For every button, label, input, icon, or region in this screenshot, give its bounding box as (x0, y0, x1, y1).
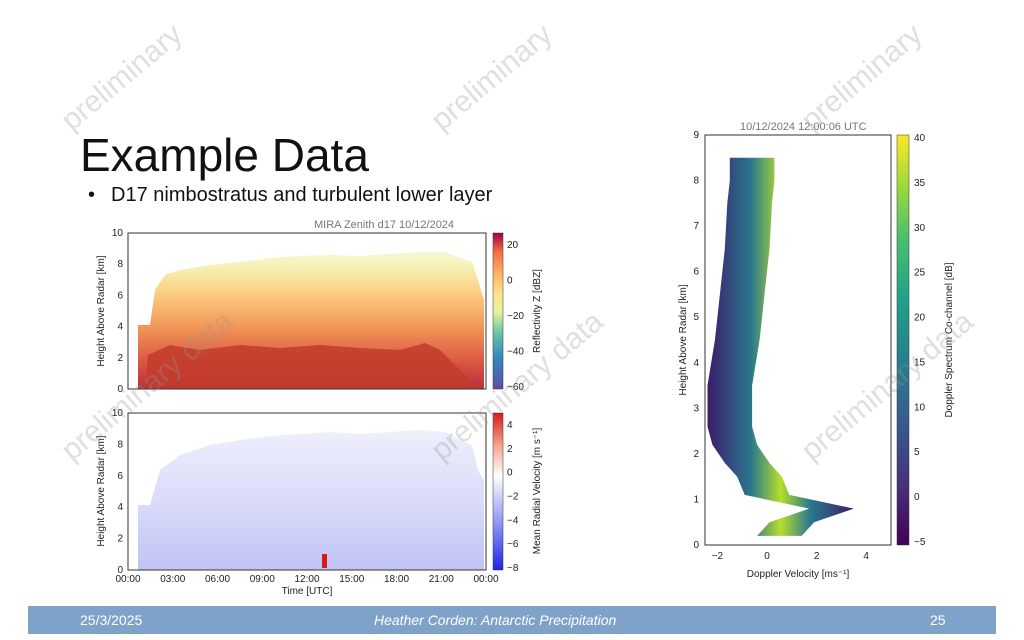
colorbar-tick-label: 5 (914, 447, 920, 458)
y-tick-label: 10 (112, 408, 124, 419)
x-tick-label: −2 (712, 551, 724, 562)
x-tick-label: 15:00 (339, 574, 364, 585)
x-tick-label: 12:00 (294, 574, 319, 585)
colorbar-tick-label: −8 (507, 563, 519, 574)
velocity-colorbar (492, 412, 504, 571)
spectrum-ylabel: Height Above Radar [km] (678, 284, 689, 395)
doppler-spectrum-plume (707, 157, 854, 536)
reflectivity-colorbar (492, 232, 504, 390)
colorbar-tick-label: 25 (914, 268, 926, 279)
footer-presenter: Heather Corden: Antarctic Precipitation (374, 612, 617, 628)
colorbar-tick-label: 20 (507, 240, 519, 251)
y-tick-label: 2 (693, 449, 699, 460)
y-tick-label: 4 (117, 502, 123, 513)
colorbar-tick-label: −60 (507, 382, 524, 393)
colorbar-tick-label: −5 (914, 537, 926, 548)
y-tick-label: 6 (693, 267, 699, 278)
y-tick-label: 9 (693, 130, 699, 141)
footer-page-number: 25 (930, 612, 946, 628)
velocity-updraft-patch (322, 554, 327, 568)
slide-title: Example Data (80, 129, 369, 181)
y-tick-label: 8 (693, 176, 699, 187)
y-tick-label: 1 (693, 494, 699, 505)
colorbar-tick-label: 10 (914, 402, 926, 413)
bottom-panel-ylabel: Height Above Radar [km] (96, 435, 107, 546)
colorbar-tick-label: 0 (914, 492, 920, 503)
colorbar-tick-label: 30 (914, 223, 926, 234)
colorbar-tick-label: −4 (507, 515, 519, 526)
bullet-text: D17 nimbostratus and turbulent lower lay… (111, 184, 493, 206)
colorbar-tick-label: −2 (507, 492, 519, 503)
x-tick-label: 09:00 (250, 574, 275, 585)
spectrum-plot-title: 10/12/2024 12:00:06 UTC (740, 121, 867, 133)
y-tick-label: 4 (117, 322, 123, 333)
y-tick-label: 0 (117, 384, 123, 395)
tick-labels-group: 0246810200−20−40−600246810420−2−4−6−800:… (112, 130, 926, 585)
bottom-panel-xlabel: Time [UTC] (282, 586, 333, 597)
x-tick-label: 00:00 (473, 574, 498, 585)
y-tick-label: 10 (112, 228, 124, 239)
x-tick-label: 03:00 (160, 574, 185, 585)
colorbar-tick-label: 15 (914, 357, 926, 368)
velocity-colorbar-label: Mean Radial Velocity [m s⁻¹] (532, 428, 543, 555)
spectrum-colorbar-label: Doppler Spectrum Co-channel [dB] (944, 262, 955, 417)
y-tick-label: 0 (693, 540, 699, 551)
y-tick-label: 8 (117, 259, 123, 270)
x-tick-label: 06:00 (205, 574, 230, 585)
colorbar-tick-label: 0 (507, 276, 513, 287)
velocity-field (138, 430, 484, 570)
footer-date: 25/3/2025 (80, 612, 143, 628)
colorbar-tick-label: 35 (914, 178, 926, 189)
colorbar-tick-label: 0 (507, 468, 513, 479)
colorbar-tick-label: −6 (507, 539, 519, 550)
colorbar-tick-label: 2 (507, 444, 513, 455)
reflectivity-core (145, 343, 480, 389)
y-tick-label: 5 (693, 312, 699, 323)
reflectivity-colorbar-label: Reflectivity Z [dBZ] (532, 269, 543, 353)
y-tick-label: 3 (693, 403, 699, 414)
x-tick-label: 4 (863, 551, 869, 562)
x-tick-label: 00:00 (115, 574, 140, 585)
colorbar-tick-label: 20 (914, 313, 926, 324)
x-tick-label: 0 (764, 551, 770, 562)
y-tick-label: 8 (117, 439, 123, 450)
bullet-item: • D17 nimbostratus and turbulent lower la… (88, 184, 492, 207)
x-tick-label: 18:00 (384, 574, 409, 585)
y-tick-label: 0 (117, 565, 123, 576)
y-tick-label: 6 (117, 290, 123, 301)
bullet-dot: • (88, 184, 96, 206)
radar-plot-title: MIRA Zenith d17 10/12/2024 (314, 219, 455, 231)
colorbar-tick-label: −20 (507, 311, 524, 322)
colorbar-tick-label: 40 (914, 133, 926, 144)
colorbar-tick-label: −40 (507, 347, 524, 358)
y-tick-label: 2 (117, 534, 123, 545)
spectrum-xlabel: Doppler Velocity [ms⁻¹] (747, 569, 850, 580)
x-tick-label: 21:00 (429, 574, 454, 585)
footer-bar (28, 606, 996, 634)
x-tick-label: 2 (814, 551, 820, 562)
colorbar-tick-label: 4 (507, 420, 513, 431)
y-tick-label: 2 (117, 353, 123, 364)
y-tick-label: 4 (693, 358, 699, 369)
top-panel-ylabel: Height Above Radar [km] (96, 255, 107, 366)
y-tick-label: 6 (117, 471, 123, 482)
y-tick-label: 7 (693, 221, 699, 232)
spectrum-colorbar (896, 134, 910, 546)
